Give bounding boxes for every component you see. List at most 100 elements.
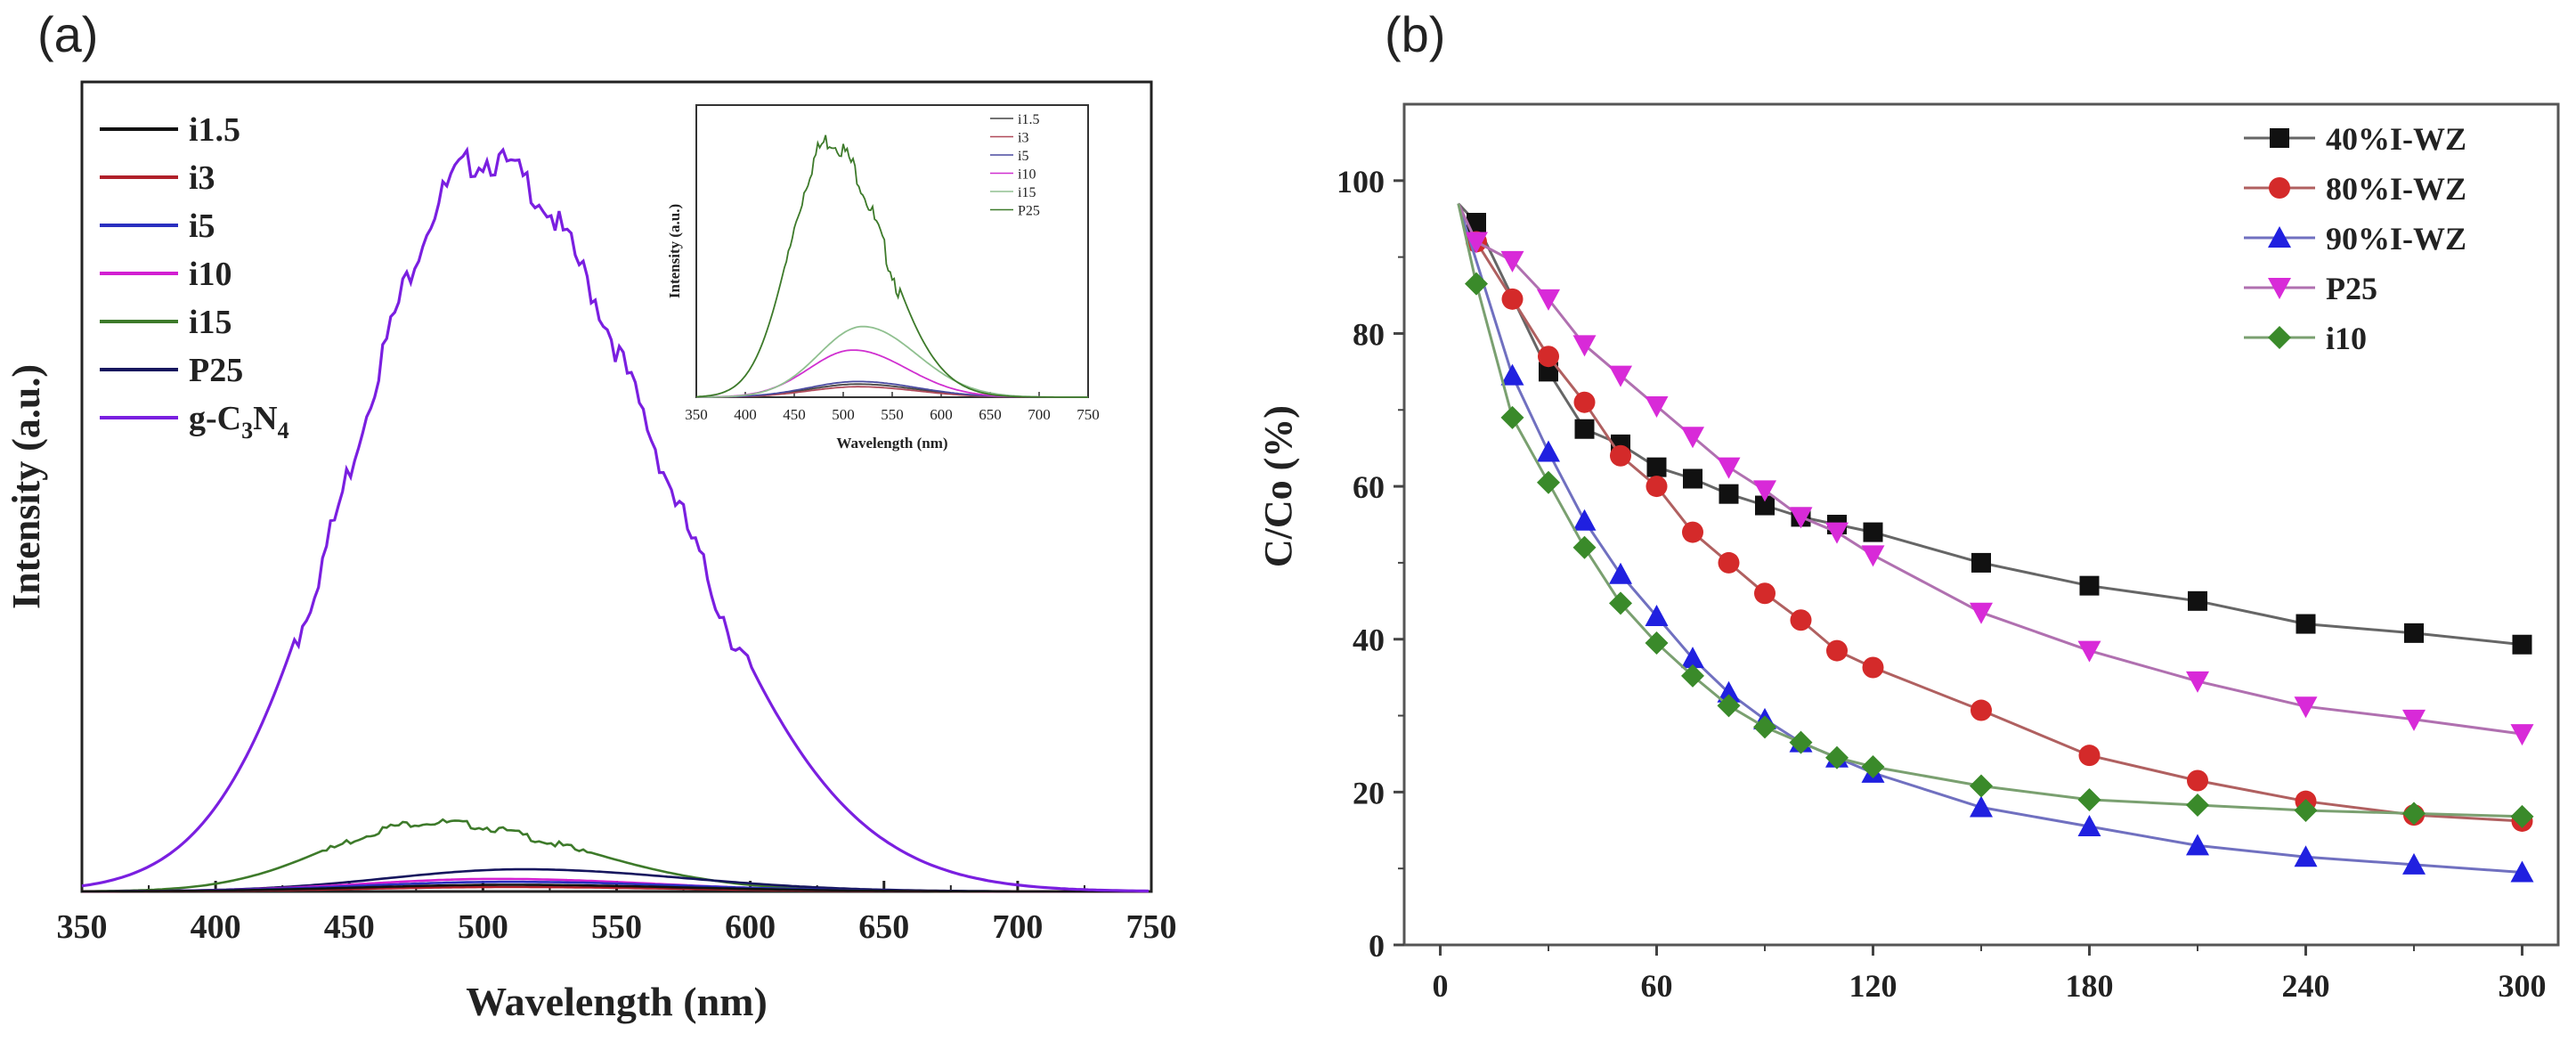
panel-a-inset-x-tick-label: 600 bbox=[930, 406, 953, 423]
panel-b-series-80pcti-wz-point bbox=[2187, 769, 2208, 792]
panel-b-series-i10-point bbox=[2510, 804, 2534, 828]
panel-b-series-i10-point bbox=[1645, 631, 1669, 655]
panel-b-series-80pcti-wz-point bbox=[2078, 745, 2101, 767]
panel-b-series-80pcti-wz-point bbox=[1573, 391, 1596, 413]
panel-a-x-tick-label: 450 bbox=[324, 908, 375, 946]
panel-a-inset-x-tick-label: 350 bbox=[685, 406, 708, 423]
panel-b-series-90pcti-wz-point bbox=[1970, 795, 1993, 818]
panel-a-legend-label: i3 bbox=[189, 159, 215, 197]
panel-b-series-40pcti-wz-point bbox=[1467, 213, 1486, 233]
panel-b-series-i10-point bbox=[1861, 755, 1885, 779]
panel-a-inset-x-tick-label: 500 bbox=[832, 406, 855, 423]
panel-a-inset-x-tick-label: 450 bbox=[783, 406, 806, 423]
panel-label-b: (b) bbox=[1385, 6, 1446, 62]
panel-b-series-p25-point bbox=[1825, 522, 1849, 544]
panel-a-inset-legend-label: P25 bbox=[1018, 204, 1040, 219]
panel-b-y-tick-label: 80 bbox=[1353, 316, 1385, 352]
panel-b-series-80pcti-wz-point bbox=[1718, 551, 1740, 574]
panel-b-series-p25-point bbox=[2294, 696, 2318, 719]
panel-b-series-80pcti-wz-point bbox=[1646, 476, 1668, 498]
panel-a-series-g-C3N4-line bbox=[81, 146, 1150, 893]
panel-b-series-p25-point bbox=[1789, 507, 1813, 529]
panel-a-inset-legend-label: i15 bbox=[1018, 185, 1036, 200]
panel-b-series-80pcti-wz-point bbox=[1826, 639, 1848, 662]
panel-b-series-i10-point bbox=[1717, 694, 1741, 718]
panel-b-y-tick-label: 20 bbox=[1353, 775, 1385, 810]
panel-a-inset-legend-label: i1.5 bbox=[1018, 112, 1039, 127]
panel-label-a: (a) bbox=[37, 6, 99, 62]
panel-a-inset: 350 400 450 500 550 600 650 700 750 Wavelength (n… bbox=[666, 104, 1100, 452]
panel-b-series-40pcti-wz-point bbox=[2512, 634, 2532, 655]
panel-b-series-i10-point bbox=[2186, 793, 2209, 817]
panel-b-series-90pcti-wz-point bbox=[1681, 647, 1704, 669]
panel-b-series-80pcti-wz-point bbox=[1610, 444, 1631, 467]
panel-b-series-p25-point bbox=[1609, 365, 1632, 387]
panel-b-series-p25-point bbox=[2402, 709, 2426, 731]
panel-b-series-40pcti-wz-point bbox=[2079, 575, 2100, 596]
panel-b-series-40pcti-wz-point bbox=[1574, 419, 1595, 439]
panel-a-x-axis-title: Wavelength (nm) bbox=[466, 979, 768, 1024]
panel-b-y-axis-title: C/Co (%) bbox=[1256, 405, 1300, 567]
panel-b-series-90pcti-wz-point bbox=[1645, 604, 1669, 626]
panel-b-series-80pcti-wz-point bbox=[1754, 582, 1776, 605]
panel-b-legend-swatch-marker bbox=[2270, 128, 2289, 148]
panel-a-plot: 350 400 450 500 550 600 650 700 750 Wavelength (n… bbox=[4, 80, 1177, 1024]
panel-b-y-tick-label: 40 bbox=[1353, 623, 1385, 658]
panel-b-series-p25-point bbox=[1861, 545, 1885, 567]
panel-b-series-90pcti-wz-point bbox=[1572, 509, 1597, 531]
panel-a-x-tick-label: 550 bbox=[591, 908, 642, 946]
panel-b-series-40pcti-wz-point bbox=[1863, 522, 1883, 542]
panel-a-y-axis-title: Intensity (a.u.) bbox=[4, 364, 48, 609]
panel-b-legend-label: 90%I-WZ bbox=[2326, 221, 2466, 256]
panel-b-series-i10 bbox=[1457, 203, 2534, 828]
panel-b-series-i10-point bbox=[1572, 535, 1597, 559]
panel-b-series-p25-point bbox=[1500, 250, 1524, 273]
panel-b-legend-label: P25 bbox=[2326, 271, 2377, 306]
panel-b-series-40pcti-wz-point bbox=[1539, 362, 1558, 382]
panel-b-series-40pcti-wz-point bbox=[2404, 623, 2424, 643]
panel-b-series-90pcti-wz-point bbox=[1717, 680, 1741, 703]
panel-b-series-40pcti-wz-point bbox=[1755, 495, 1775, 516]
panel-b-series-i10-point bbox=[1465, 272, 1488, 296]
panel-a-inset-y-axis-title: Intensity (a.u.) bbox=[666, 204, 683, 298]
panel-b-series-p25-point bbox=[1465, 232, 1488, 254]
panel-b-series-p25-point bbox=[1645, 395, 1669, 418]
panel-b-series-80pcti-wz-point bbox=[1538, 346, 1559, 368]
panel-b-y-tick-label: 60 bbox=[1353, 469, 1385, 505]
panel-b-series-80pcti-wz-point bbox=[1862, 656, 1884, 679]
panel-a-x-tick-label: 350 bbox=[57, 908, 108, 946]
panel-a-inset-legend-label: i10 bbox=[1018, 167, 1036, 183]
panel-b-legend-swatch-marker bbox=[2268, 326, 2291, 349]
panel-b-series-p25-point bbox=[2077, 640, 2101, 663]
panel-a-inset-legend-label: i3 bbox=[1018, 131, 1028, 146]
panel-b-series-i10-point bbox=[1537, 470, 1560, 494]
panel-a-inset-series-P25-line bbox=[695, 134, 1088, 398]
panel-b-series-p25-point bbox=[1753, 480, 1776, 502]
panel-b-series-i10-point bbox=[1609, 591, 1632, 615]
panel-b-legend-label: 80%I-WZ bbox=[2326, 171, 2466, 207]
panel-b-series-40pcti-wz-point bbox=[1683, 468, 1702, 489]
panel-a-legend-label: P25 bbox=[189, 352, 243, 389]
panel-a-inset-x-tick-label: 700 bbox=[1028, 406, 1051, 423]
panel-b-plot: 0 60 120 180 240 300 0 20 40 60 80 100 C/Co (%) 40%I-… bbox=[1256, 102, 2560, 1004]
panel-b-x-tick-label: 60 bbox=[1641, 968, 1673, 1004]
panel-b-series-80pcti-wz-point bbox=[1971, 699, 1992, 721]
panel-a-x-tick-label: 400 bbox=[191, 908, 241, 946]
panel-b-legend-label: i10 bbox=[2326, 321, 2367, 356]
panel-b-series-i10-point bbox=[1970, 774, 1993, 798]
panel-b-legend-label: 40%I-WZ bbox=[2326, 121, 2466, 157]
panel-b-x-tick-label: 300 bbox=[2499, 968, 2547, 1004]
panel-b-series-p25 bbox=[1457, 202, 2534, 746]
panel-b-series-i10-point bbox=[1825, 745, 1849, 769]
panel-b-series-p25-point bbox=[2186, 671, 2209, 693]
panel-b-series-40pcti-wz bbox=[1457, 202, 2532, 655]
panel-a-legend: i1.5 i3 i5 i10 i15 P25 g-C3N4 bbox=[100, 111, 289, 444]
panel-b-series-80pcti-wz-point bbox=[1501, 288, 1524, 310]
panel-a-series-i1-5-line bbox=[82, 883, 1149, 893]
panel-b-series-90pcti-wz-point bbox=[1500, 363, 1524, 386]
panel-b-series-40pcti-wz-point bbox=[2188, 590, 2207, 611]
panel-b-x-tick-label: 240 bbox=[2282, 968, 2330, 1004]
panel-b-legend-swatch-marker bbox=[2268, 226, 2291, 248]
panel-b-y-tick-label: 100 bbox=[1337, 164, 1385, 199]
